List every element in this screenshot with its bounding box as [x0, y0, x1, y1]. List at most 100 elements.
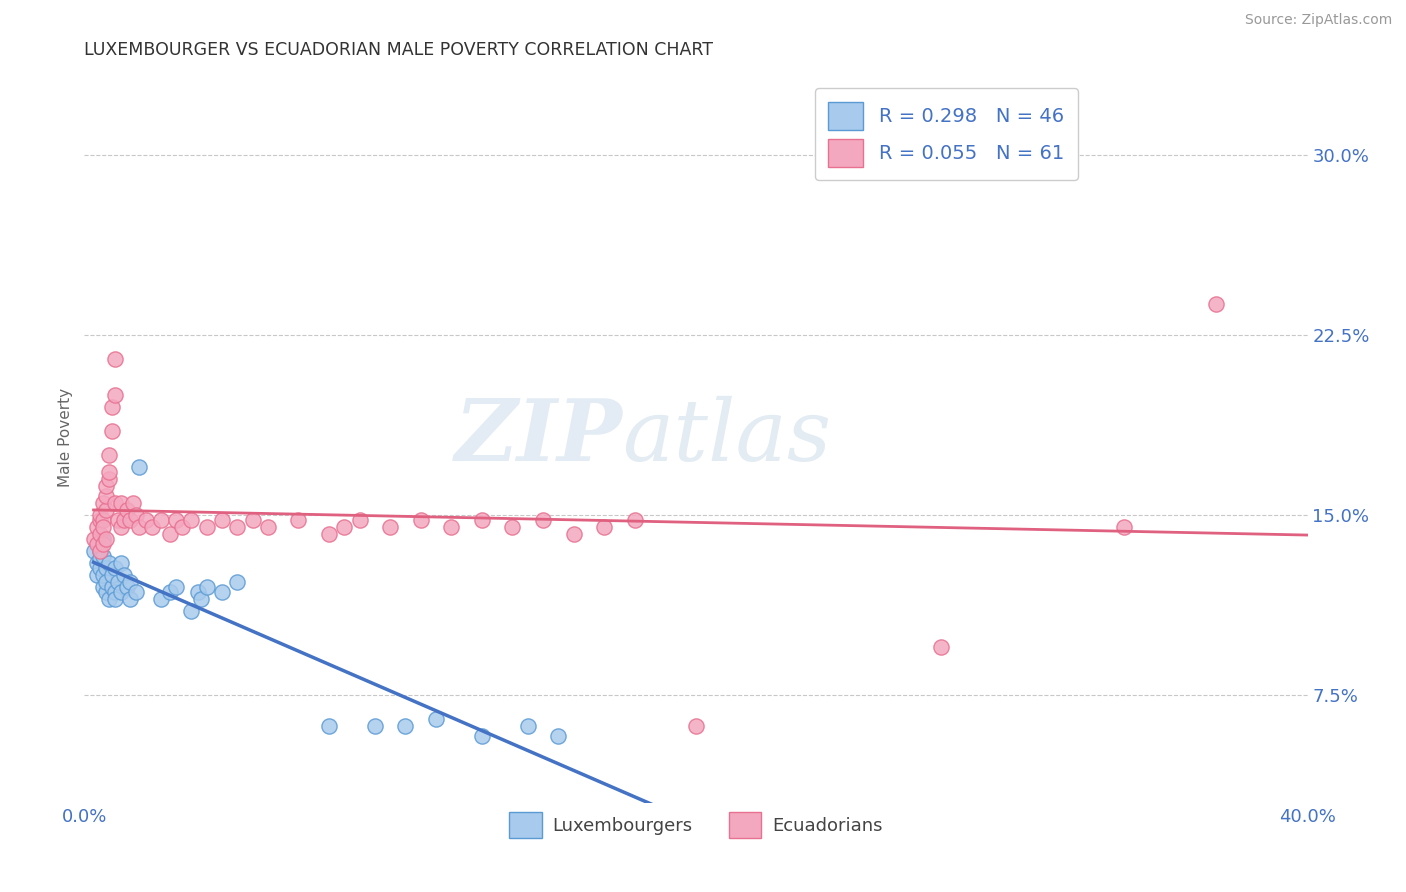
Point: [89, 537, 111, 551]
Point: [141, 520, 163, 534]
Point: [86, 537, 108, 551]
Point: [91, 513, 114, 527]
Point: [94, 584, 117, 599]
Point: [159, 527, 181, 541]
Point: [86, 520, 108, 534]
Point: [257, 520, 280, 534]
Point: [89, 544, 111, 558]
Point: [94, 575, 117, 590]
Point: [94, 561, 117, 575]
Point: [110, 556, 132, 570]
Point: [125, 584, 148, 599]
Point: [89, 544, 111, 558]
Point: [531, 513, 554, 527]
Point: [516, 719, 538, 733]
Point: [94, 479, 117, 493]
Point: [471, 513, 494, 527]
Point: [242, 513, 264, 527]
Point: [110, 496, 132, 510]
Point: [101, 400, 124, 414]
Point: [211, 513, 233, 527]
Point: [394, 719, 416, 733]
Point: [128, 520, 150, 534]
Point: [91, 568, 114, 582]
Point: [86, 568, 108, 582]
Point: [186, 584, 208, 599]
Point: [101, 580, 124, 594]
Point: [107, 575, 129, 590]
Point: [318, 527, 340, 541]
Point: [165, 580, 187, 594]
Y-axis label: Male Poverty: Male Poverty: [58, 387, 73, 487]
Point: [364, 719, 387, 733]
Point: [502, 520, 524, 534]
Point: [94, 532, 117, 546]
Point: [929, 640, 952, 654]
Point: [624, 513, 647, 527]
Point: [104, 584, 127, 599]
Point: [287, 513, 309, 527]
Point: [91, 580, 114, 594]
Point: [172, 520, 194, 534]
Point: [89, 527, 111, 541]
Point: [318, 719, 340, 733]
Point: [104, 561, 127, 575]
Point: [91, 496, 114, 510]
Point: [107, 513, 129, 527]
Point: [97, 556, 120, 570]
Point: [86, 556, 108, 570]
Point: [547, 729, 569, 743]
Point: [91, 520, 114, 534]
Point: [135, 513, 157, 527]
Point: [91, 532, 114, 546]
Point: [104, 591, 127, 606]
Point: [120, 575, 142, 590]
Point: [115, 503, 138, 517]
Point: [685, 719, 707, 733]
Point: [112, 513, 135, 527]
Point: [104, 496, 127, 510]
Point: [115, 580, 138, 594]
Point: [89, 508, 111, 522]
Point: [89, 513, 111, 527]
Text: LUXEMBOURGER VS ECUADORIAN MALE POVERTY CORRELATION CHART: LUXEMBOURGER VS ECUADORIAN MALE POVERTY …: [84, 41, 713, 59]
Point: [190, 591, 212, 606]
Point: [104, 388, 127, 402]
Point: [440, 520, 463, 534]
Text: Source: ZipAtlas.com: Source: ZipAtlas.com: [1244, 13, 1392, 28]
Point: [180, 604, 202, 618]
Point: [89, 561, 111, 575]
Point: [94, 489, 117, 503]
Point: [125, 508, 148, 522]
Point: [110, 584, 132, 599]
Point: [97, 465, 120, 479]
Point: [333, 520, 356, 534]
Legend: Luxembourgers, Ecuadorians: Luxembourgers, Ecuadorians: [502, 805, 890, 845]
Point: [120, 591, 142, 606]
Point: [562, 527, 585, 541]
Point: [195, 520, 218, 534]
Point: [91, 549, 114, 563]
Point: [1114, 520, 1136, 534]
Point: [149, 513, 172, 527]
Point: [83, 532, 105, 546]
Point: [593, 520, 616, 534]
Point: [104, 352, 127, 367]
Point: [165, 513, 187, 527]
Point: [180, 513, 202, 527]
Text: ZIP: ZIP: [454, 395, 623, 479]
Point: [195, 580, 218, 594]
Point: [94, 503, 117, 517]
Point: [226, 575, 249, 590]
Point: [1205, 297, 1227, 311]
Point: [97, 591, 120, 606]
Point: [110, 520, 132, 534]
Point: [409, 513, 432, 527]
Point: [425, 712, 447, 726]
Point: [211, 584, 233, 599]
Point: [97, 448, 120, 462]
Point: [97, 472, 120, 486]
Point: [226, 520, 249, 534]
Point: [128, 460, 150, 475]
Point: [120, 513, 142, 527]
